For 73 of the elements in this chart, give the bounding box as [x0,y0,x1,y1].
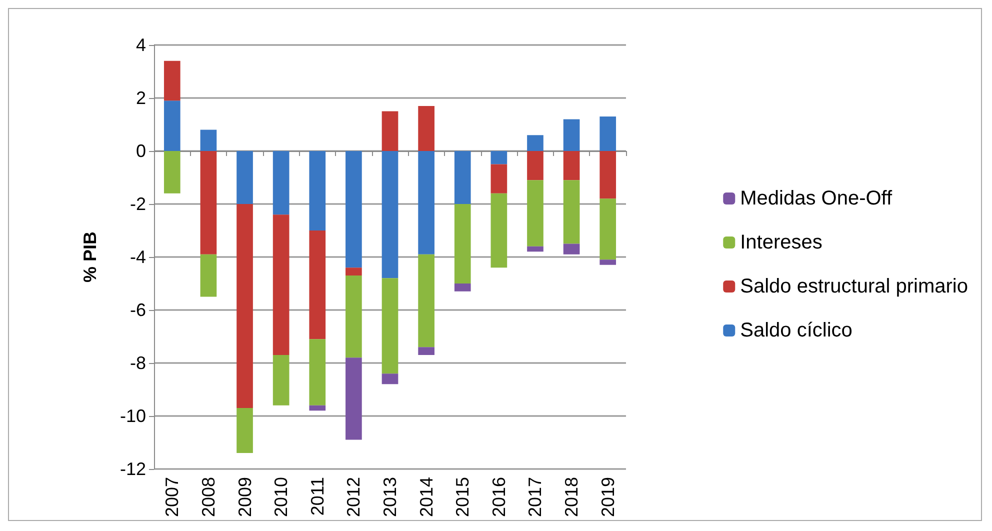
y-tick-label: 0 [136,140,146,161]
x-tick-label: 2017 [525,476,546,518]
bar [490,193,508,268]
legend-label: Medidas One-Off [740,188,892,210]
bar [600,150,616,199]
bar [527,150,544,180]
bar [272,150,290,215]
y-tick-label: -8 [130,352,146,373]
bar [272,355,290,406]
bar [200,150,217,254]
y-axis-title: % PIB [80,231,100,282]
x-tick-label: 2010 [271,476,292,518]
bar [309,230,326,340]
bar [563,244,580,254]
x-tick-label: 2014 [416,476,436,518]
x-tick-label: 2019 [598,476,618,518]
bar [382,150,398,278]
bar [454,283,471,292]
bar [164,60,180,101]
bar [418,254,434,348]
bar [527,246,544,252]
bar [490,150,508,164]
bar [200,130,217,151]
y-tick-label: -10 [120,406,146,426]
legend-label: Saldo estructural primario [740,276,968,298]
bar [418,347,434,356]
x-tick-label: 2009 [234,476,255,518]
bar [200,254,217,297]
bar [600,260,616,265]
bar [563,119,580,151]
bar [346,276,362,358]
bar [346,268,362,276]
bar [236,150,253,204]
x-tick-label: 2007 [162,476,182,518]
bar [236,204,253,408]
x-tick-label: 2011 [307,476,328,516]
y-tick-label: -2 [130,194,146,214]
bar [490,164,508,194]
bar [346,150,362,268]
y-tick-label: 4 [136,35,146,55]
y-tick-label: -4 [130,246,146,267]
bar [600,198,616,260]
x-tick-label: 2008 [198,476,218,518]
bar [346,358,362,440]
bar [563,180,580,244]
bar [418,106,434,151]
y-tick-label: -6 [130,300,146,320]
bar [309,339,326,406]
x-tick-label: 2012 [344,476,364,518]
bar [309,150,326,230]
x-tick-label: 2016 [488,476,509,518]
x-tick-label: 2013 [380,476,400,518]
bar [418,150,434,254]
y-tick-label: -12 [120,458,146,479]
bar [272,214,290,356]
bar [563,150,580,180]
bar [164,100,180,151]
bar [236,408,253,454]
bar [382,111,398,151]
bar [527,180,544,246]
bar [454,150,471,204]
bar [382,278,398,374]
bar [164,150,180,194]
x-tick-label: 2018 [562,476,582,518]
bar [600,116,616,151]
y-tick-label: 2 [136,88,146,108]
bar [309,405,326,411]
legend-label: Intereses [740,232,822,254]
bar [454,204,471,284]
bar [527,135,544,151]
bar [382,374,398,384]
legend-label: Saldo cíclico [740,320,852,342]
x-tick-label: 2015 [452,476,473,518]
